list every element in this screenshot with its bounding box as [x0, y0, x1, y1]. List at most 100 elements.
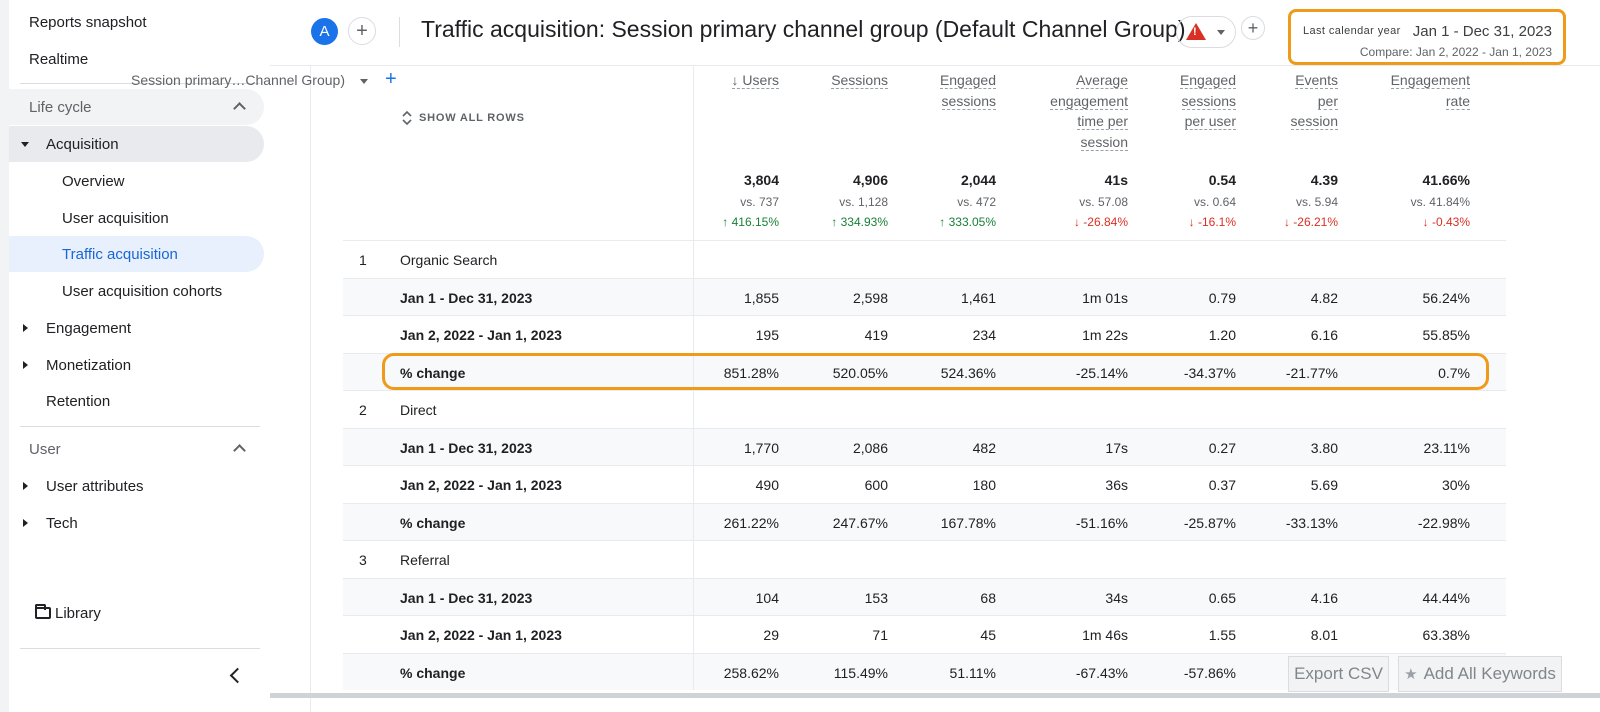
row-index: 3 — [359, 552, 367, 568]
nav-label: Acquisition — [46, 135, 119, 153]
metric-header-line: per — [1317, 92, 1338, 110]
collapse-sidebar-button[interactable] — [226, 666, 246, 686]
compare-value: vs. 1,128 — [839, 195, 888, 209]
table-row[interactable]: Jan 1 - Dec 31, 2023 1,855 2,598 1,461 1m 01… — [343, 277, 1506, 315]
column-divider — [693, 353, 694, 390]
cell-value: -25.87% — [1183, 514, 1236, 531]
column-divider — [693, 466, 694, 503]
metric-header-line: sessions — [941, 92, 996, 110]
cell-value: 851.28% — [723, 364, 779, 381]
cell-value: 56.24% — [1422, 289, 1470, 306]
cell-value: 4.82 — [1310, 289, 1338, 306]
total-value: 0.54 — [1208, 172, 1236, 188]
table-row[interactable]: Jan 1 - Dec 31, 2023 1,770 2,086 482 17s 0.27… — [343, 427, 1506, 465]
nav-tech[interactable]: Tech — [9, 505, 264, 541]
compare-value: vs. 472 — [957, 195, 996, 209]
cell-value: 44.44% — [1422, 589, 1470, 606]
show-all-rows-button[interactable]: SHOW ALL ROWS — [419, 112, 525, 124]
table-row[interactable]: % change 851.28% 520.05% 524.36% -25.14% -34.… — [343, 352, 1506, 390]
section-life-cycle[interactable]: Life cycle — [9, 89, 264, 125]
nav-acquisition[interactable]: Acquisition — [9, 126, 264, 162]
header-divider — [399, 17, 400, 47]
cell-value: 0.27 — [1208, 439, 1236, 456]
export-csv-button[interactable]: Export CSV — [1288, 656, 1389, 692]
nav-user-acquisition-cohorts[interactable]: User acquisition cohorts — [9, 273, 264, 309]
metric-header[interactable]: Engagement rate — [1360, 70, 1470, 111]
column-divider — [693, 503, 694, 540]
cell-value: 1.55 — [1208, 627, 1236, 643]
nav-user-acquisition[interactable]: User acquisition — [9, 200, 264, 236]
date-range-picker[interactable]: Last calendar year Jan 1 - Dec 31, 2023 … — [1288, 9, 1566, 65]
avatar[interactable]: A — [311, 18, 338, 45]
metric-header[interactable]: Average engagement time per session — [1018, 70, 1128, 152]
nav-overview[interactable]: Overview — [9, 163, 264, 199]
divider — [20, 648, 260, 649]
compare-value: vs. 41.84% — [1410, 195, 1470, 209]
nav-traffic-acquisition[interactable]: Traffic acquisition — [9, 236, 264, 272]
metric-header[interactable]: ↓ Users — [669, 70, 779, 91]
star-icon: ★ — [1404, 666, 1418, 683]
nav-label: Engagement — [46, 319, 132, 337]
nav-engagement[interactable]: Engagement — [9, 310, 264, 346]
nav-label: Library — [55, 604, 101, 622]
cell-value: -51.16% — [1075, 514, 1128, 531]
cell-value: 6.16 — [1310, 327, 1338, 343]
cell-value: 30% — [1441, 477, 1470, 493]
compare-value: vs. 737 — [740, 195, 779, 209]
metric-header[interactable]: Engaged sessions per user — [1126, 70, 1236, 132]
cell-value: 180 — [972, 477, 996, 493]
cell-value: -57.86% — [1183, 664, 1236, 681]
cell-value: 258.62% — [723, 664, 779, 681]
total-change: ↓ -16.1% — [1188, 215, 1236, 229]
nav-realtime[interactable]: Realtime — [9, 41, 264, 77]
metric-header[interactable]: Events per session — [1228, 70, 1338, 132]
total-value: 4.39 — [1310, 172, 1338, 188]
add-comparison-button[interactable]: + — [348, 17, 376, 45]
divider — [20, 83, 260, 84]
caret-right-icon — [23, 482, 28, 490]
table-row[interactable]: 3 Referral — [343, 540, 1506, 578]
folder-icon — [35, 604, 51, 619]
nav-user-attributes[interactable]: User attributes — [9, 468, 264, 504]
metric-header[interactable]: Sessions — [778, 70, 888, 91]
add-dimension-button[interactable]: + — [385, 68, 397, 90]
total-value: 3,804 — [743, 172, 779, 188]
horizontal-scrollbar[interactable] — [270, 693, 1600, 698]
row-index: 1 — [359, 252, 367, 268]
date-range-label: Last calendar year — [1303, 25, 1401, 37]
row-label: Referral — [400, 552, 450, 568]
compare-value: vs. 0.64 — [1193, 195, 1236, 209]
cell-value: 167.78% — [940, 514, 996, 531]
nav-label: Traffic acquisition — [62, 245, 178, 263]
cell-value: 247.67% — [832, 514, 888, 531]
table-row[interactable]: % change 261.22% 247.67% 167.78% -51.16% -25.… — [343, 502, 1506, 540]
warning-dropdown[interactable] — [1176, 16, 1236, 48]
table-row[interactable]: 1 Organic Search — [343, 240, 1506, 278]
table-row[interactable]: Jan 2, 2022 - Jan 1, 2023 490 600 180 36s 0.3… — [343, 465, 1506, 503]
dimension-select[interactable]: Session primary…Channel Group) — [131, 72, 345, 88]
cell-value: -22.98% — [1417, 514, 1470, 531]
add-report-button[interactable]: + — [1241, 16, 1265, 40]
metric-header[interactable]: Engaged sessions — [886, 70, 996, 111]
cell-value: 234 — [972, 327, 996, 343]
table-row[interactable]: Jan 1 - Dec 31, 2023 104 153 68 34s 0.65 4.16 4… — [343, 577, 1506, 615]
nav-library[interactable]: Library — [9, 595, 264, 631]
row-label: Jan 1 - Dec 31, 2023 — [400, 589, 533, 606]
column-divider — [693, 391, 694, 428]
page-title: Traffic acquisition: Session primary cha… — [421, 16, 1186, 42]
section-user[interactable]: User — [9, 431, 264, 467]
row-label: Organic Search — [400, 252, 498, 268]
total-change: ↓ -0.43% — [1422, 215, 1470, 229]
cell-value: 45 — [980, 627, 996, 643]
nav-monetization[interactable]: Monetization — [9, 347, 264, 383]
table-row[interactable]: Jan 2, 2022 - Jan 1, 2023 29 71 45 1m 46s 1.5… — [343, 615, 1506, 653]
table-row[interactable]: 2 Direct — [343, 390, 1506, 428]
nav-retention[interactable]: Retention — [9, 383, 264, 419]
add-all-keywords-button[interactable]: ★ Add All Keywords — [1398, 656, 1562, 692]
row-label: Jan 2, 2022 - Jan 1, 2023 — [400, 327, 562, 343]
warning-icon — [1186, 23, 1206, 40]
caret-down-icon[interactable] — [360, 79, 368, 84]
table-row[interactable]: Jan 2, 2022 - Jan 1, 2023 195 419 234 1m 22s… — [343, 315, 1506, 353]
nav-reports-snapshot[interactable]: Reports snapshot — [9, 4, 264, 40]
column-divider — [693, 653, 694, 690]
